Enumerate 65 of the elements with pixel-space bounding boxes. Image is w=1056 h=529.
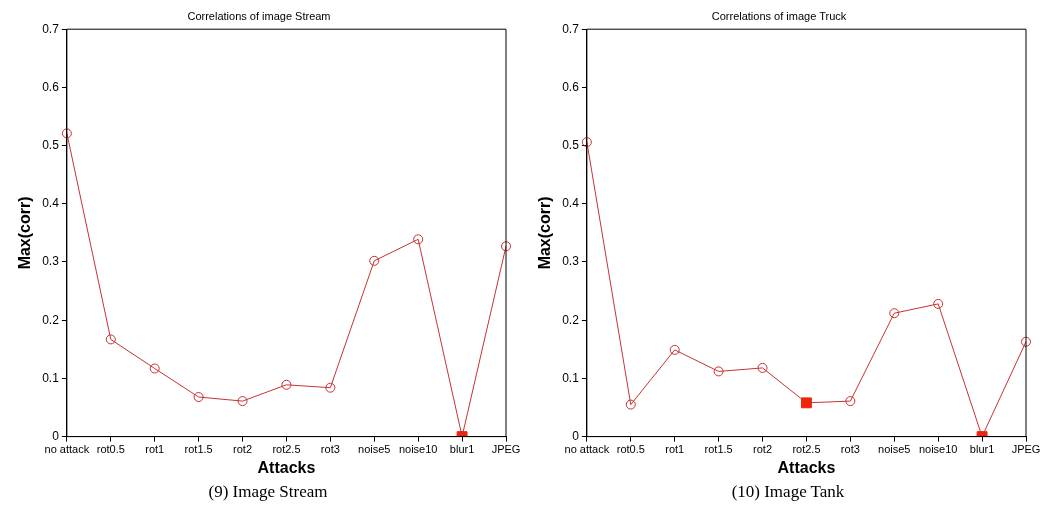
y-tick-label: 0.1	[562, 370, 580, 385]
x-axis-title: Attacks	[257, 458, 316, 476]
y-tick-label: 0.6	[42, 79, 60, 94]
point	[369, 255, 380, 266]
point	[325, 382, 336, 393]
point	[105, 334, 116, 345]
x-tick-label: rot2.5	[272, 443, 301, 456]
x-tick-label: rot3	[840, 443, 860, 456]
point	[501, 241, 511, 252]
y-tick-label: 0	[572, 428, 580, 443]
x-tick-label: noise10	[398, 443, 438, 456]
point	[757, 362, 768, 373]
point	[237, 396, 248, 407]
x-tick-label: noise10	[918, 443, 958, 456]
x-tick-label: rot1.5	[184, 443, 213, 456]
point	[149, 363, 160, 374]
y-tick-label: 0.2	[42, 312, 60, 327]
y-tick-label: 0	[52, 428, 60, 443]
x-tick-label: rot2.5	[792, 443, 821, 456]
x-tick-label: rot1	[145, 443, 165, 456]
y-tick-label: 0.1	[42, 370, 60, 385]
point	[713, 366, 724, 377]
point	[61, 128, 72, 139]
x-tick-label: noise5	[358, 443, 391, 456]
y-tick-label: 0.5	[562, 137, 580, 152]
x-tick-label: blur1	[449, 443, 475, 456]
point	[625, 399, 636, 410]
x-tick-label: rot0.5	[96, 443, 125, 456]
x-tick-label: rot1.5	[704, 443, 733, 456]
x-tick-label: rot0.5	[616, 443, 645, 456]
y-tick-label: 0.5	[42, 137, 60, 152]
point	[281, 379, 292, 390]
y-tick-label: 0.3	[562, 254, 580, 269]
text: (10) Image Tank	[730, 482, 846, 502]
x-tick-label: no attack	[564, 443, 610, 456]
y-tick-label: 0.7	[42, 21, 60, 36]
x-tick-label: JPEG	[1011, 443, 1041, 456]
x-tick-label: blur1	[969, 443, 995, 456]
y-axis-title: Max(corr)	[16, 196, 34, 270]
x-axis-title: Attacks	[777, 458, 836, 476]
x-tick-label: no attack	[44, 443, 90, 456]
chart-title: Correlations of image Stream	[187, 9, 331, 22]
y-axis-title: Max(corr)	[536, 196, 554, 270]
y-tick-label: 0.2	[562, 312, 580, 327]
x-tick-label: JPEG	[491, 443, 521, 456]
y-tick-label: 0.7	[562, 21, 580, 36]
point	[933, 298, 944, 309]
point	[413, 234, 424, 245]
point	[193, 392, 204, 403]
point	[581, 137, 592, 148]
point	[889, 308, 900, 319]
y-tick-label: 0.3	[42, 254, 60, 269]
x-tick-label: rot1	[665, 443, 685, 456]
chart-title: Correlations of image Truck	[711, 9, 847, 22]
x-tick-label: noise5	[878, 443, 911, 456]
point	[1021, 336, 1031, 347]
point	[669, 344, 680, 355]
y-tick-label: 0.4	[562, 196, 580, 211]
x-tick-label: rot2	[233, 443, 253, 456]
text: (9) Image Stream	[207, 482, 329, 502]
x-tick-label: rot2	[753, 443, 773, 456]
x-tick-label: rot3	[320, 443, 340, 456]
point	[845, 396, 856, 407]
y-tick-label: 0.4	[42, 196, 60, 211]
y-tick-label: 0.6	[562, 79, 580, 94]
